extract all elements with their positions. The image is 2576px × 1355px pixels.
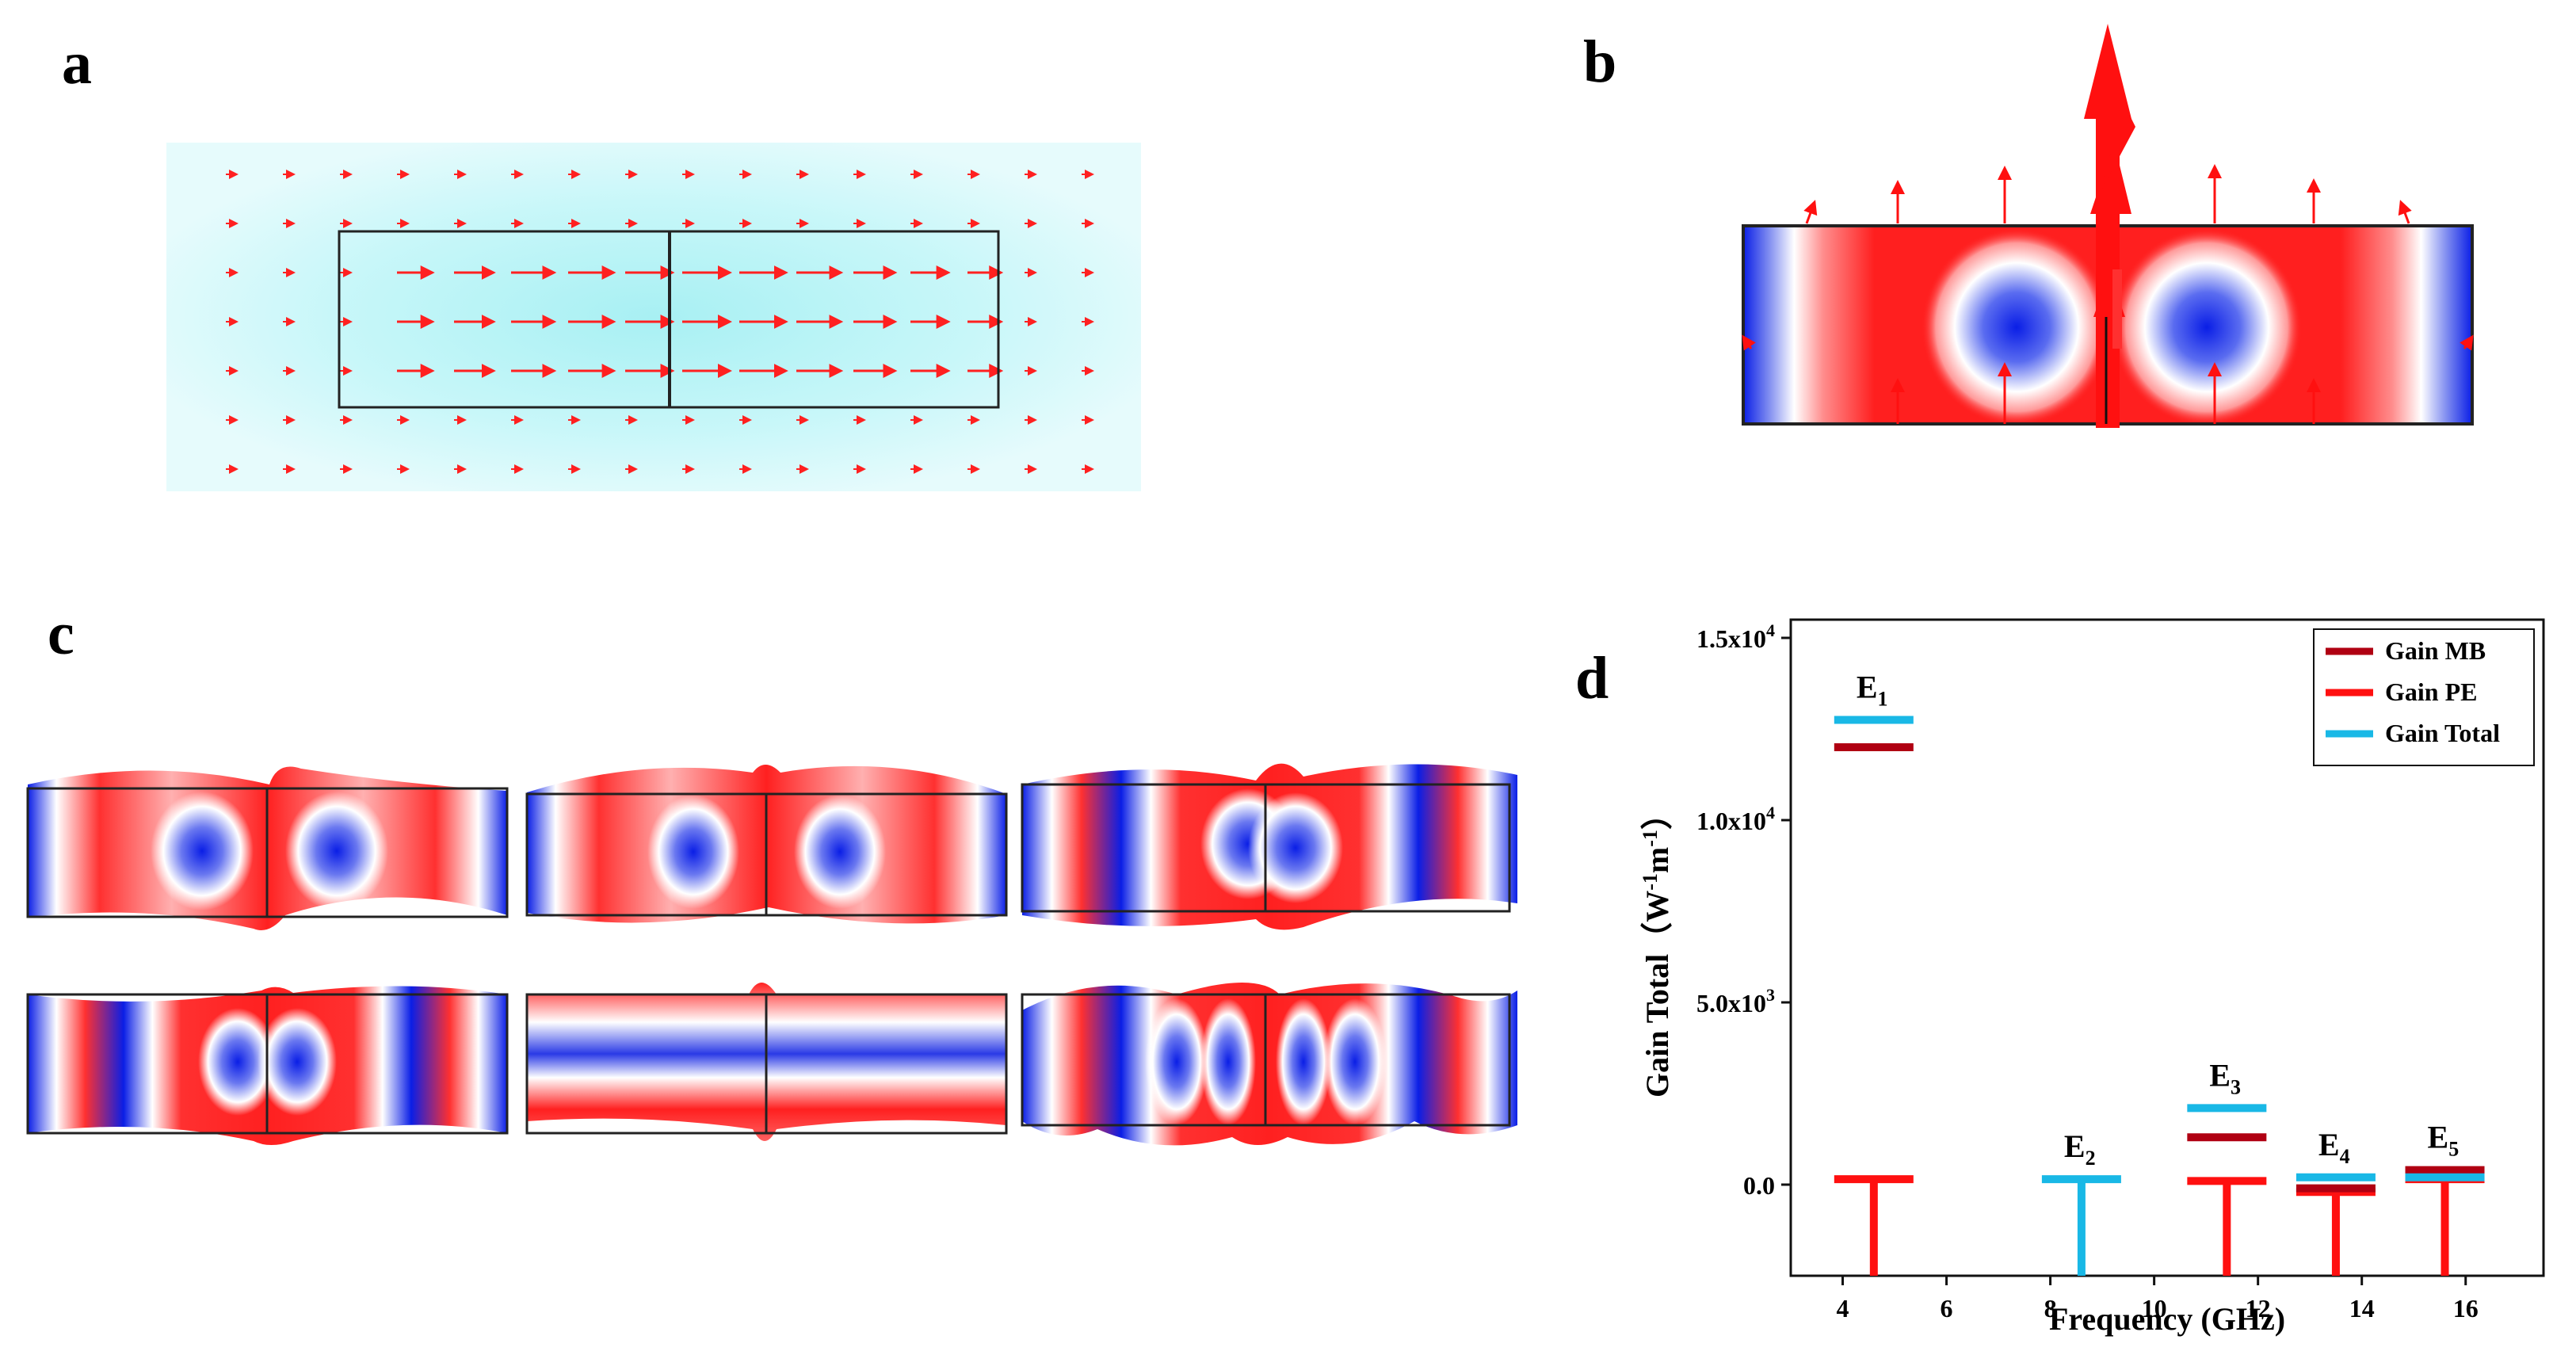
y-axis-label-sup2: -1 [1639, 830, 1662, 847]
panel-label-d: d [1575, 645, 1609, 712]
mode-label: E5 [2428, 1120, 2460, 1161]
legend-label: Gain Total [2385, 719, 2500, 747]
panel-label-b: b [1583, 29, 1617, 95]
mode-shape-c1 [26, 766, 509, 930]
y-axis-ticks: 0.0 5.0x103 1.0x104 1.5x104 [1696, 620, 1791, 1200]
mode-label: E3 [2209, 1057, 2241, 1098]
y-axis-label-end: ） [1639, 798, 1675, 830]
panel-b-mode-plot [1742, 24, 2474, 428]
y-axis-label: Gain Total（W-1m-1） [1639, 798, 1675, 1097]
panel-label-a: a [62, 30, 92, 97]
mode-label: E2 [2064, 1128, 2096, 1170]
panel-c-mode-shapes [26, 763, 1517, 1146]
panel-b-node-left [1922, 228, 2112, 426]
chart-marks [1834, 716, 2485, 1276]
x-tick-label: 4 [1837, 1294, 1849, 1323]
panel-a-field-plot [166, 143, 1141, 491]
x-tick-label: 14 [2349, 1294, 2375, 1323]
panel-a-field-arrows [226, 170, 1094, 474]
legend-label: Gain PE [2385, 678, 2477, 706]
y-tick-label: 0.0 [1743, 1171, 1775, 1200]
mode-shape-c6 [1021, 983, 1517, 1146]
x-axis-label: Frequency (GHz) [2049, 1301, 2285, 1337]
x-tick-label: 12 [2246, 1294, 2271, 1323]
panel-b-center-arrow [2084, 24, 2135, 428]
x-tick-label: 10 [2142, 1294, 2167, 1323]
y-axis-label-mid: m [1639, 847, 1675, 873]
x-tick-label: 6 [1941, 1294, 1953, 1323]
x-tick-label: 16 [2453, 1294, 2479, 1323]
panel-label-c: c [48, 601, 74, 667]
mode-labels: E1 E2 E3 E4 E5 [1857, 670, 2459, 1170]
panel-b-surface-arrows [1742, 164, 2474, 424]
legend: Gain MB Gain PE Gain Total [2313, 628, 2535, 766]
x-axis-ticks: 4 6 8 10 12 14 16 [1837, 1276, 2479, 1323]
legend-items: Gain MB Gain PE Gain Total [2326, 636, 2500, 747]
mode-shape-c4 [26, 986, 509, 1145]
y-tick-label: 1.5x104 [1696, 620, 1775, 653]
x-tick-label: 8 [2044, 1294, 2057, 1323]
mode-label: E4 [2318, 1127, 2350, 1168]
mode-shape-c3 [1021, 763, 1517, 930]
mode-label: E1 [1857, 670, 1888, 711]
y-tick-label: 5.0x103 [1696, 985, 1775, 1017]
panel-a-background [166, 143, 1141, 491]
y-axis-label-sup1: -1 [1639, 873, 1662, 891]
legend-label: Gain MB [2385, 636, 2486, 665]
mode-shape-c2 [525, 765, 1008, 924]
y-axis-label-main: Gain Total（W [1639, 891, 1675, 1097]
y-tick-label: 1.0x104 [1696, 803, 1775, 835]
mode-shape-c5 [525, 983, 1008, 1141]
panel-b-node-right [2112, 228, 2302, 426]
